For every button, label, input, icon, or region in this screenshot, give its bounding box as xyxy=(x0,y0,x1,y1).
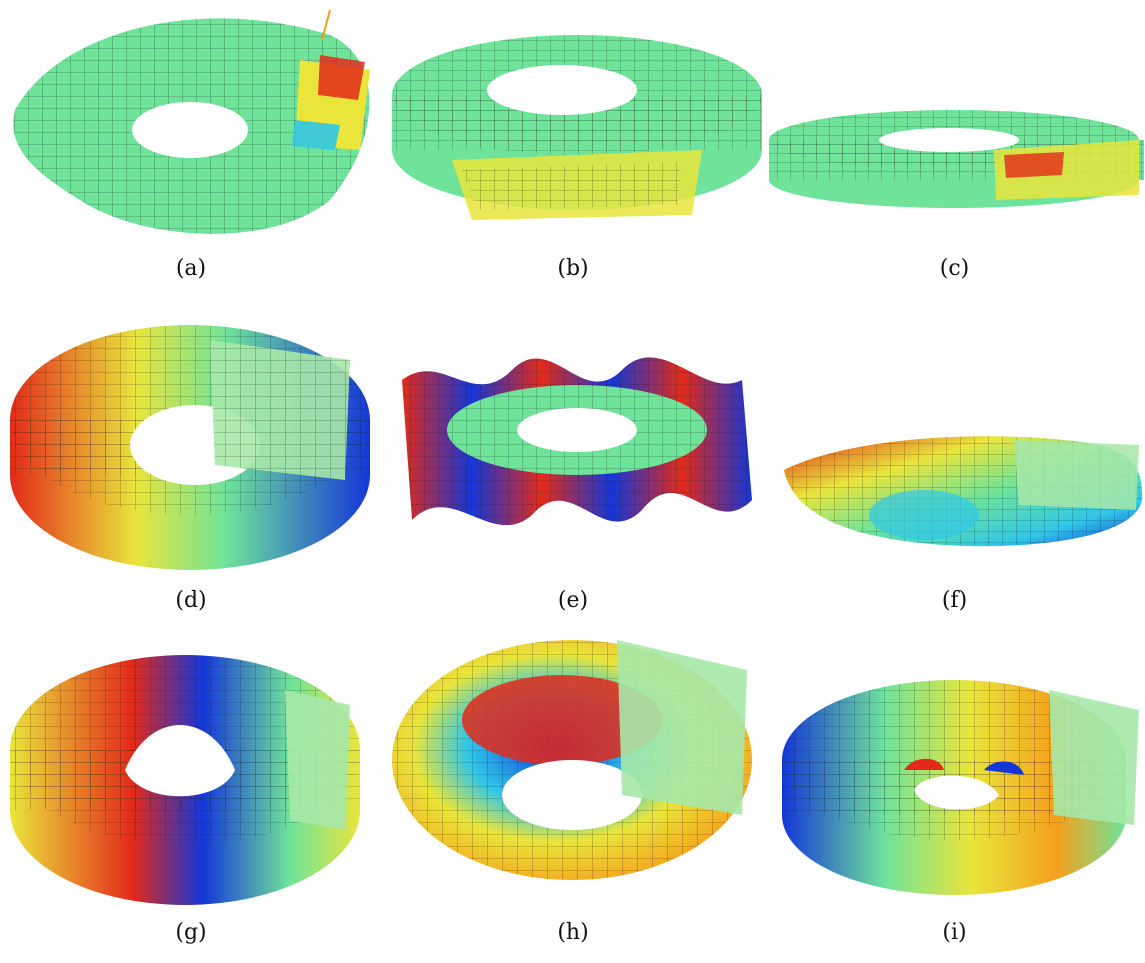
panel-f: (f) xyxy=(764,300,1145,620)
panel-h: (h) xyxy=(382,630,764,963)
panel-d: (d) xyxy=(0,300,382,620)
panel-f-image xyxy=(784,436,1143,547)
panel-e: (e) xyxy=(382,300,764,620)
panel-h-image xyxy=(392,640,752,880)
panel-c-image xyxy=(769,110,1144,208)
panel-e-image xyxy=(402,357,752,526)
caption-i: (i) xyxy=(942,920,967,945)
panel-c: (c) xyxy=(764,0,1145,290)
caption-f: (f) xyxy=(941,588,968,613)
panel-a-image xyxy=(13,9,370,234)
panel-g: (g) xyxy=(0,630,382,963)
caption-g: (g) xyxy=(175,920,207,945)
panel-b: (b) xyxy=(382,0,764,290)
caption-e: (e) xyxy=(557,588,589,613)
caption-b: (b) xyxy=(557,256,589,281)
panel-g-image xyxy=(10,655,360,905)
panel-a: (a) xyxy=(0,0,382,290)
panel-i-image xyxy=(782,680,1139,895)
caption-c: (c) xyxy=(939,256,970,281)
panel-d-image xyxy=(10,325,370,570)
caption-d: (d) xyxy=(175,588,207,613)
panel-b-image xyxy=(392,35,762,220)
caption-a: (a) xyxy=(175,256,207,281)
caption-h: (h) xyxy=(557,920,589,945)
panel-i: (i) xyxy=(764,630,1145,963)
